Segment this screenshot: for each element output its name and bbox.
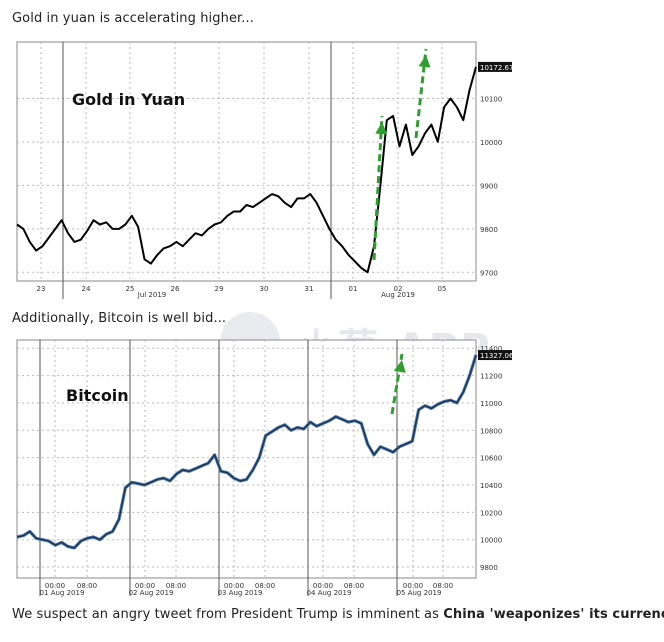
gold-x-tick-label: 25: [126, 285, 135, 293]
caption-conclusion-emphasis: China 'weaponizes' its currency...: [443, 607, 664, 622]
gold-arrow-2-head: [418, 55, 431, 68]
btc-x-tick-label: 08:00: [255, 582, 275, 590]
btc-y-tick-label: 10200: [480, 509, 502, 517]
gold-yuan-chart: 9700 9800 9900 10000 10100 23 24 25 26 29 30 31 01 02…: [16, 41, 513, 299]
gold-x-tick-label: 02: [394, 285, 403, 293]
gold-x-tick-label: 29: [215, 285, 224, 293]
gold-y-tick-label: 9700: [480, 269, 498, 277]
gold-arrow-1-head: [375, 122, 388, 135]
btc-x-tick-label: 00:00: [403, 582, 423, 590]
gold-y-tick-label: 10100: [480, 95, 502, 103]
gold-x-tick-label: 26: [171, 285, 180, 293]
btc-y-tick-label: 10000: [480, 537, 502, 545]
btc-x-tick-label: 08:00: [433, 582, 453, 590]
btc-series-line: [16, 354, 477, 549]
gold-x-tick-label: 23: [37, 285, 46, 293]
gold-x-group-label: Jul 2019: [137, 291, 167, 299]
gold-x-tick-label: 31: [305, 285, 314, 293]
gold-y-tick-label: 9800: [480, 226, 498, 234]
gold-x-tick-label: 24: [82, 285, 91, 293]
btc-chart-title: Bitcoin: [66, 386, 129, 405]
btc-y-tick-label: 11200: [480, 373, 502, 381]
gold-arrow-1-shaft: [372, 115, 384, 261]
btc-y-tick-label: 10600: [480, 455, 502, 463]
gold-arrow-2-shaft: [414, 48, 428, 139]
bitcoin-chart: 9800 10000 10200 10400 10600 10800 11000 11200 1…: [16, 339, 514, 597]
btc-x-tick-label: 00:00: [135, 582, 155, 590]
btc-y-tick-label: 10400: [480, 482, 502, 490]
btc-x-tick-label: 00:00: [45, 582, 65, 590]
btc-x-group-label: 03 Aug 2019: [218, 589, 263, 597]
btc-y-tick-label: 11000: [480, 400, 502, 408]
gold-chart-title: Gold in Yuan: [72, 90, 185, 109]
btc-x-group-label: 02 Aug 2019: [129, 589, 174, 597]
gold-last-value-badge: [478, 61, 512, 72]
btc-y-tick-label: 11400: [480, 345, 502, 353]
btc-y-tick-label: 9800: [480, 564, 498, 572]
btc-x-group-label: 01 Aug 2019: [40, 589, 85, 597]
btc-y-tick-label: 10800: [480, 427, 502, 435]
gold-x-tick-label: 05: [438, 285, 447, 293]
gold-x-tick-label: 01: [349, 285, 358, 293]
gold-y-tick-label: 10000: [480, 139, 502, 147]
caption-gold: Gold in yuan is accelerating higher...: [12, 11, 254, 26]
btc-last-value-badge: [478, 350, 512, 361]
btc-x-tick-label: 00:00: [313, 582, 333, 590]
btc-x-tick-label: 00:00: [224, 582, 244, 590]
btc-x-tick-label: 08:00: [344, 582, 364, 590]
btc-x-group-label: 05 Aug 2019: [397, 589, 442, 597]
gold-last-value-label: 10172.67: [480, 64, 513, 72]
btc-x-tick-label: 08:00: [77, 582, 97, 590]
gold-y-tick-label: 9900: [480, 182, 498, 190]
btc-x-group-label: 04 Aug 2019: [307, 589, 352, 597]
btc-arrow-1-head: [393, 360, 406, 373]
btc-x-tick-label: 08:00: [166, 582, 186, 590]
caption-bitcoin: Additionally, Bitcoin is well bid...: [12, 311, 227, 326]
gold-series-line: [16, 66, 477, 274]
caption-conclusion: We suspect an angry tweet from President…: [12, 607, 664, 622]
caption-conclusion-text: We suspect an angry tweet from President…: [12, 607, 444, 622]
gold-plot-area: [16, 41, 477, 282]
gold-x-tick-label: 30: [260, 285, 269, 293]
gold-x-group-label: Aug 2019: [381, 291, 415, 299]
btc-last-value-label: 11327.06: [480, 352, 514, 360]
